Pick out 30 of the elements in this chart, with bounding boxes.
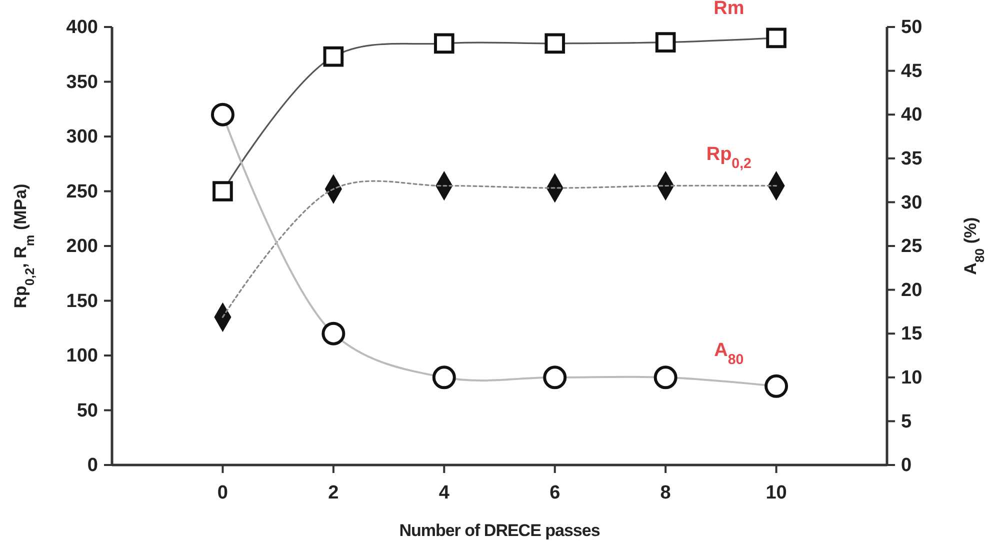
x-tick-label: 4 [438,482,450,504]
y2-tick-label: 30 [901,192,922,214]
y2-tick-label: 25 [901,236,923,258]
y-tick-label: 200 [66,236,98,258]
y2-tick-label: 10 [901,367,922,388]
y-tick-label: 50 [76,400,98,422]
y-tick-label: 400 [66,17,98,38]
y-tick-label: 350 [66,72,98,93]
y2-tick-label: 20 [901,280,922,301]
y2-tick-label: 40 [901,104,922,126]
y2-tick-label: 35 [901,148,923,170]
x-axis-title: Number of DRECE passes [399,521,600,540]
y2-tick-label: 15 [901,324,923,345]
y2-tick-label: 50 [901,17,922,38]
y2-tick-label: 5 [901,411,912,432]
x-tick-label: 0 [217,482,228,504]
series-label: A$_{80}$ [714,340,744,368]
x-tick-label: 8 [660,482,671,504]
x-tick-label: 2 [328,482,339,504]
x-tick-label: 6 [550,482,560,504]
series-label: Rm [714,0,744,20]
x-tick-label: 10 [766,482,787,504]
y-tick-label: 0 [87,455,98,476]
y-tick-label: 150 [66,290,98,312]
series-label: Rp$_{0,2}$ [706,144,752,172]
y-tick-label: 300 [66,126,98,148]
y2-tick-label: 0 [901,455,912,476]
y-tick-label: 250 [66,181,98,202]
y-tick-label: 100 [66,346,98,367]
y2-tick-label: 45 [901,60,923,82]
